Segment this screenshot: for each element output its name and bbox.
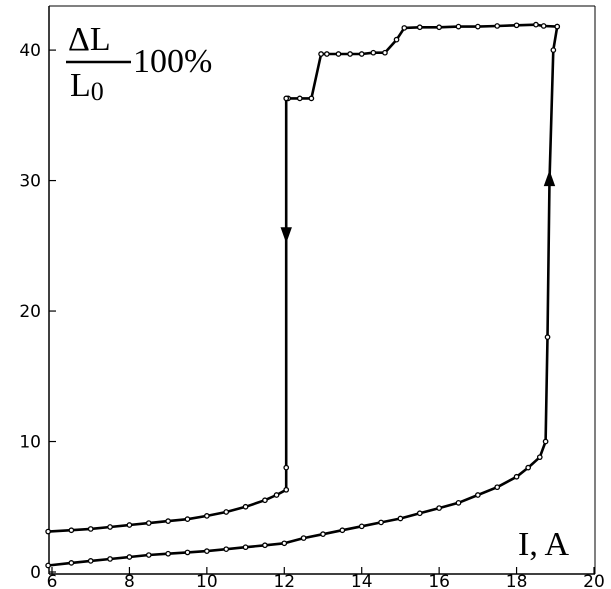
- data-point: [107, 524, 113, 530]
- data-point: [378, 519, 384, 526]
- series-line-1: [47, 26, 559, 567]
- y-label-denominator-main: L: [70, 67, 91, 104]
- data-point: [540, 23, 547, 29]
- data-point: [347, 51, 353, 57]
- data-point: [107, 556, 113, 562]
- y-label-denominator: L0: [70, 67, 104, 106]
- data-point: [550, 47, 557, 53]
- data-point: [536, 454, 543, 461]
- data-point: [184, 549, 191, 556]
- data-point: [68, 527, 75, 534]
- data-point: [145, 520, 152, 526]
- data-point: [455, 23, 462, 30]
- y-tick-label: 10: [19, 433, 41, 453]
- data-point: [542, 438, 549, 445]
- x-tick-label: 16: [428, 572, 450, 589]
- data-point: [320, 531, 326, 538]
- data-point: [397, 515, 404, 522]
- data-point: [165, 550, 171, 557]
- x-tick-label: 20: [583, 572, 605, 589]
- data-point: [242, 503, 249, 510]
- data-point: [262, 542, 268, 549]
- data-point: [126, 554, 133, 560]
- data-point: [533, 21, 539, 28]
- data-point: [554, 23, 561, 30]
- direction-arrow-up-marker: [543, 170, 556, 187]
- data-point: [358, 51, 365, 57]
- x-tick-label: 18: [506, 572, 528, 589]
- data-point: [525, 464, 532, 471]
- data-point: [370, 49, 377, 56]
- data-point: [436, 24, 442, 31]
- data-point: [416, 510, 423, 517]
- data-point: [475, 23, 481, 30]
- data-point: [126, 522, 133, 528]
- data-point: [281, 540, 288, 547]
- y-label-suffix: 100%: [133, 43, 212, 80]
- data-point: [358, 523, 365, 530]
- data-point: [262, 497, 268, 504]
- data-point: [204, 513, 210, 519]
- data-point: [223, 546, 230, 553]
- y-tick-label: 20: [19, 302, 41, 322]
- data-point: [401, 25, 408, 31]
- series-layer: [45, 21, 561, 569]
- data-point: [165, 518, 171, 524]
- data-point: [283, 486, 290, 493]
- x-tick-label: 14: [351, 572, 373, 589]
- data-point: [393, 36, 400, 43]
- data-point: [494, 484, 501, 491]
- data-point: [300, 535, 307, 541]
- data-point: [184, 516, 191, 523]
- x-tick-label: 12: [273, 572, 295, 589]
- data-point: [87, 558, 94, 564]
- data-point: [475, 492, 481, 498]
- data-point: [339, 527, 346, 534]
- data-point: [544, 334, 551, 340]
- data-point: [436, 505, 442, 511]
- data-point: [318, 51, 324, 57]
- data-point: [87, 526, 94, 532]
- data-point: [45, 562, 51, 569]
- data-point: [324, 51, 330, 57]
- data-point: [494, 23, 501, 29]
- y-axis-label: ΔL L0 100%: [66, 21, 212, 106]
- data-point: [145, 552, 152, 558]
- y-tick-label: 40: [19, 41, 41, 61]
- x-axis-label: I, A: [518, 526, 569, 563]
- y-tick-label: 0: [30, 563, 41, 583]
- y-label-denominator-sub: 0: [91, 77, 104, 106]
- data-point: [283, 95, 290, 102]
- axes: [48, 5, 596, 575]
- direction-arrow-down-marker: [280, 227, 292, 244]
- data-point: [273, 492, 280, 498]
- y-tick-label: 30: [19, 172, 41, 192]
- data-point: [68, 560, 75, 566]
- data-point: [513, 473, 520, 480]
- x-tick-label: 6: [47, 572, 58, 589]
- data-point: [308, 95, 315, 102]
- series-line-2: [48, 23, 558, 533]
- y-label-numerator: ΔL: [68, 21, 111, 58]
- x-tick-label: 8: [124, 572, 135, 589]
- data-point: [283, 464, 290, 471]
- data-point: [335, 51, 342, 57]
- x-tick-label: 10: [196, 572, 218, 589]
- data-point: [455, 499, 462, 506]
- data-point: [45, 528, 51, 535]
- data-point: [242, 544, 249, 551]
- data-point: [296, 95, 303, 102]
- data-point: [416, 24, 423, 31]
- data-point: [513, 22, 520, 29]
- data-point: [223, 509, 230, 515]
- ticks: 6 8 10 12 14 16 18 20 0 10 20 30 40: [19, 41, 604, 589]
- data-point: [204, 548, 210, 554]
- data-point: [382, 49, 388, 56]
